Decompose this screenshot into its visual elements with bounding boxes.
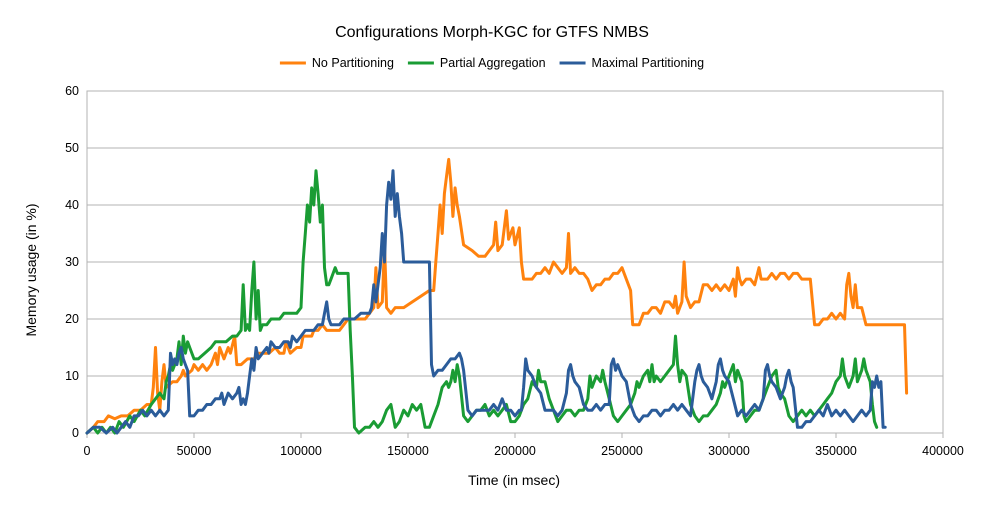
y-axis: 0 10 20 30 40 50 60: [65, 84, 79, 440]
x-tick-label: 50000: [177, 444, 212, 458]
x-tick-label: 100000: [280, 444, 322, 458]
chart-title: Configurations Morph-KGC for GTFS NMBS: [335, 24, 649, 41]
y-tick-label: 40: [65, 198, 79, 212]
x-tick-label: 150000: [387, 444, 429, 458]
x-tick-label: 300000: [708, 444, 750, 458]
y-tick-label: 30: [65, 255, 79, 269]
x-axis-label: Time (in msec): [468, 472, 560, 488]
x-tick-label: 200000: [494, 444, 536, 458]
x-axis: 0 50000 100000 150000 200000 250000 300000 3500…: [84, 433, 964, 458]
y-tick-label: 50: [65, 141, 79, 155]
legend: No Partitioning Partial Aggregation Maxima…: [279, 56, 705, 70]
legend-label: No Partitioning: [312, 56, 394, 70]
y-tick-label: 0: [72, 426, 79, 440]
y-axis-label: Memory usage (in %): [23, 203, 39, 336]
legend-label: Partial Aggregation: [440, 56, 546, 70]
grid: [87, 147, 943, 377]
x-tick-label: 250000: [601, 444, 643, 458]
y-tick-label: 60: [65, 84, 79, 98]
series-line: [85, 169, 887, 435]
series-line: [85, 157, 909, 435]
x-tick-label: 400000: [922, 444, 964, 458]
x-tick-label: 350000: [815, 444, 857, 458]
y-tick-label: 10: [65, 369, 79, 383]
legend-label: Maximal Partitioning: [592, 56, 705, 70]
x-tick-label: 0: [84, 444, 91, 458]
series-group: [85, 157, 909, 435]
y-tick-label: 20: [65, 312, 79, 326]
series-line: [85, 169, 879, 435]
